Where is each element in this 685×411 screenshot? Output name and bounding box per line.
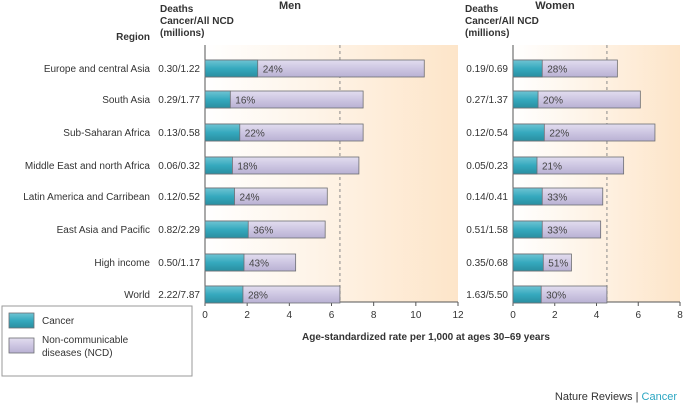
deaths-value: 0.12/0.54 — [466, 128, 508, 139]
deaths-header: (millions) — [160, 28, 204, 39]
credit-separator: | — [635, 391, 639, 403]
cancer-bar — [204, 123, 241, 142]
category-label: Middle East and north Africa — [25, 161, 151, 172]
percent-label: 22% — [549, 129, 569, 140]
legend-swatch-cancer — [8, 312, 35, 329]
x-tick-label: 0 — [202, 310, 208, 321]
cancer-bar — [204, 187, 235, 206]
category-label: Sub-Saharan Africa — [63, 128, 150, 139]
percent-label: 21% — [542, 162, 562, 173]
cancer-bar — [204, 285, 244, 304]
deaths-value: 0.06/0.32 — [158, 161, 200, 172]
percent-label: 18% — [237, 162, 257, 173]
legend-label-ncd: Non-communicable diseases (NCD) — [42, 335, 129, 359]
cancer-bar — [512, 59, 543, 78]
percent-label: 36% — [253, 226, 273, 237]
deaths-value: 2.22/7.87 — [158, 290, 200, 301]
cancer-bar — [204, 220, 249, 239]
panel-title: Women — [535, 0, 575, 12]
x-tick-label: 6 — [635, 310, 641, 321]
percent-label: 28% — [248, 291, 268, 302]
legend-label-ncd-line: Non-communicable — [42, 335, 129, 346]
category-label: Europe and central Asia — [44, 64, 151, 75]
x-axis-label: Age-standardized rate per 1,000 at ages … — [302, 332, 550, 343]
percent-label: 33% — [547, 193, 567, 204]
deaths-value: 0.51/1.58 — [466, 225, 508, 236]
deaths-header: Deaths — [160, 4, 194, 15]
percent-label: 22% — [245, 129, 265, 140]
deaths-value: 0.82/2.29 — [158, 225, 200, 236]
category-label: World — [124, 290, 150, 301]
cancer-bar — [512, 220, 543, 239]
region-header: Region — [116, 32, 150, 43]
category-label: Latin America and Carribean — [23, 192, 150, 203]
cancer-bar — [204, 156, 233, 175]
percent-label: 20% — [543, 96, 563, 107]
percent-label: 24% — [263, 65, 283, 76]
credit-source: Nature Reviews — [554, 391, 633, 403]
cancer-bar — [204, 59, 259, 78]
cancer-bar — [512, 285, 542, 304]
x-tick-label: 2 — [244, 310, 250, 321]
x-tick-label: 6 — [329, 310, 335, 321]
deaths-value: 0.50/1.17 — [158, 258, 200, 269]
category-label: High income — [94, 258, 150, 269]
deaths-header: Cancer/All NCD — [160, 16, 234, 27]
percent-label: 28% — [547, 65, 567, 76]
category-label: South Asia — [102, 95, 150, 106]
deaths-value: 1.63/5.50 — [466, 290, 508, 301]
credit-journal: Cancer — [641, 391, 677, 403]
percent-label: 30% — [546, 291, 566, 302]
x-tick-label: 4 — [594, 310, 600, 321]
x-tick-label: 12 — [452, 310, 464, 321]
percent-label: 24% — [240, 193, 260, 204]
legend-swatch-ncd — [8, 337, 35, 354]
deaths-value: 0.30/1.22 — [158, 64, 200, 75]
legend-label-cancer: Cancer — [42, 316, 75, 327]
deaths-value: 0.19/0.69 — [466, 64, 508, 75]
percent-label: 33% — [547, 226, 567, 237]
cancer-bar — [512, 156, 538, 175]
deaths-header: (millions) — [465, 28, 509, 39]
cancer-bar — [204, 253, 245, 272]
deaths-value: 0.14/0.41 — [466, 192, 508, 203]
cancer-bar — [512, 187, 543, 206]
deaths-value: 0.13/0.58 — [158, 128, 200, 139]
percent-label: 16% — [235, 96, 255, 107]
category-label: East Asia and Pacific — [57, 225, 150, 236]
deaths-value: 0.27/1.37 — [466, 95, 508, 106]
deaths-value: 0.05/0.23 — [466, 161, 508, 172]
deaths-header: Cancer/All NCD — [465, 16, 539, 27]
x-tick-label: 2 — [552, 310, 558, 321]
journal-credit: Nature Reviews | Cancer — [555, 391, 677, 403]
legend-label-ncd-line: diseases (NCD) — [42, 348, 113, 359]
cancer-bar — [204, 90, 231, 109]
cancer-bar — [512, 253, 544, 272]
deaths-value: 0.12/0.52 — [158, 192, 200, 203]
deaths-header: Deaths — [465, 4, 499, 15]
x-tick-label: 8 — [371, 310, 377, 321]
deaths-value: 0.35/0.68 — [466, 258, 508, 269]
x-tick-label: 0 — [510, 310, 516, 321]
x-tick-label: 10 — [410, 310, 422, 321]
x-tick-label: 8 — [677, 310, 683, 321]
percent-label: 51% — [548, 259, 568, 270]
cancer-bar — [512, 90, 539, 109]
cancer-bar — [512, 123, 545, 142]
percent-label: 43% — [249, 259, 269, 270]
x-tick-label: 4 — [287, 310, 293, 321]
panel-title: Men — [279, 0, 301, 12]
deaths-value: 0.29/1.77 — [158, 95, 200, 106]
